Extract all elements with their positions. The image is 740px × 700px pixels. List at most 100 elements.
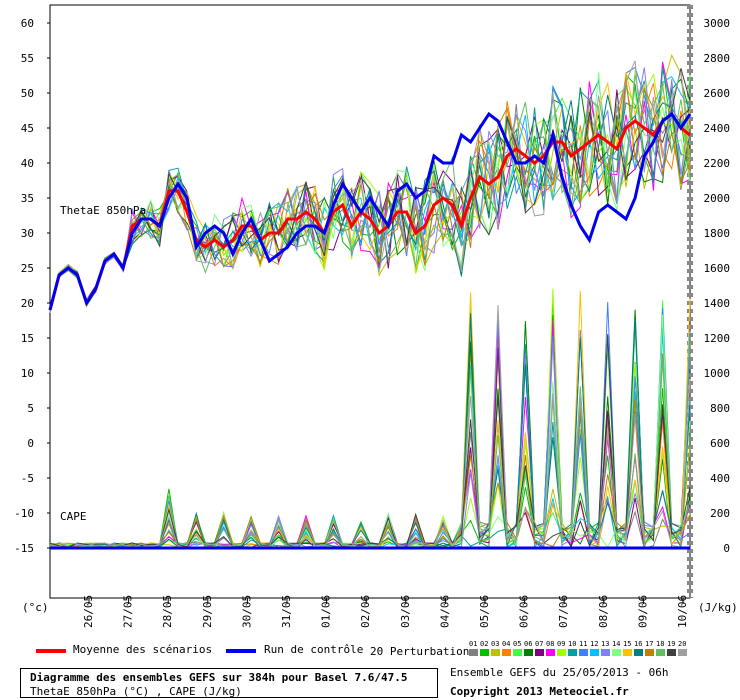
perturbation-color-swatch — [667, 649, 676, 656]
perturbation-number: 08 — [546, 640, 555, 648]
legend-mean-label: Moyenne des scénarios — [73, 643, 213, 656]
x-tick-label: 08/06 — [597, 595, 610, 628]
perturbation-number: 12 — [590, 640, 599, 648]
left-tick-label: -10 — [14, 507, 34, 520]
legend-perturbations-label: 20 Perturbations — [370, 645, 476, 658]
footer-title: Diagramme des ensembles GEFS sur 384h po… — [30, 671, 408, 684]
perturbation-color-swatch — [480, 649, 489, 656]
perturbation-color-swatch — [513, 649, 522, 656]
perturbation-thetae-line — [49, 78, 691, 313]
perturbation-number: 19 — [667, 640, 676, 648]
perturbation-number: 11 — [579, 640, 588, 648]
perturbation-number: 04 — [502, 640, 511, 648]
right-tick-label: 2800 — [704, 52, 731, 65]
perturbation-color-swatch — [546, 649, 555, 656]
perturbation-cape-line — [49, 334, 691, 549]
left-axis-unit: (°c) — [22, 601, 49, 614]
perturbation-color-swatch — [634, 649, 643, 656]
left-tick-label: -5 — [21, 472, 34, 485]
left-tick-label: 10 — [21, 367, 34, 380]
perturbation-number: 05 — [513, 640, 522, 648]
right-tick-label: 400 — [710, 472, 730, 485]
perturbation-color-swatch — [535, 649, 544, 656]
left-tick-label: 55 — [21, 52, 34, 65]
legend-control-label: Run de contrôle — [264, 643, 364, 656]
left-tick-label: 50 — [21, 87, 34, 100]
perturbation-color-swatch — [469, 649, 478, 656]
perturbation-color-swatch — [612, 649, 621, 656]
footer-run-info: Ensemble GEFS du 25/05/2013 - 06h — [450, 666, 669, 679]
perturbation-number: 06 — [524, 640, 533, 648]
x-tick-label: 07/06 — [557, 595, 570, 628]
right-tick-label: 0 — [723, 542, 730, 555]
left-tick-label: 0 — [27, 437, 34, 450]
perturbation-number: 16 — [634, 640, 643, 648]
x-tick-label: 06/06 — [518, 595, 531, 628]
perturbation-number: 01 — [469, 640, 478, 648]
x-tick-label: 04/06 — [438, 595, 451, 628]
left-tick-label: 15 — [21, 332, 34, 345]
right-tick-label: 800 — [710, 402, 730, 415]
right-tick-label: 2000 — [704, 192, 731, 205]
perturbation-color-swatch — [645, 649, 654, 656]
right-tick-label: 200 — [710, 507, 730, 520]
left-tick-label: 35 — [21, 192, 34, 205]
perturbation-number: 15 — [623, 640, 632, 648]
x-tick-label: 30/05 — [240, 595, 253, 628]
left-tick-label: 30 — [21, 227, 34, 240]
right-tick-label: 1800 — [704, 227, 731, 240]
left-tick-label: 40 — [21, 157, 34, 170]
perturbation-color-swatch — [678, 649, 687, 656]
perturbation-color-swatch — [557, 649, 566, 656]
left-tick-label: 25 — [21, 262, 34, 275]
perturbation-number: 10 — [568, 640, 577, 648]
perturbation-thetae-line — [49, 60, 691, 313]
legend-mean-swatch — [36, 649, 66, 653]
perturbation-color-swatch — [568, 649, 577, 656]
perturbation-color-swatch — [491, 649, 500, 656]
right-tick-label: 1000 — [704, 367, 731, 380]
perturbation-number: 09 — [557, 640, 566, 648]
left-tick-label: -15 — [14, 542, 34, 555]
perturbation-number: 17 — [645, 640, 654, 648]
footer-subtitle: ThetaE 850hPa (°C) , CAPE (J/kg) — [30, 685, 242, 698]
footer-copyright: Copyright 2013 Meteociel.fr — [450, 685, 629, 698]
main-series-lines — [48, 111, 692, 550]
x-tick-label: 27/05 — [122, 595, 135, 628]
right-tick-label: 2600 — [704, 87, 731, 100]
perturbation-color-swatch — [502, 649, 511, 656]
perturbation-thetae-line — [49, 61, 691, 307]
thetae-series-line — [48, 111, 692, 311]
x-tick-label: 05/06 — [478, 595, 491, 628]
right-tick-label: 2200 — [704, 157, 731, 170]
left-tick-label: 45 — [21, 122, 34, 135]
perturbation-color-swatch — [656, 649, 665, 656]
perturbation-number: 13 — [601, 640, 610, 648]
x-tick-label: 31/05 — [280, 595, 293, 628]
thetae-annotation: ThetaE 850hPa — [60, 204, 146, 217]
perturbation-lines — [49, 53, 691, 550]
legend-control-swatch — [226, 649, 256, 653]
right-tick-label: 3000 — [704, 17, 731, 30]
left-tick-label: 60 — [21, 17, 34, 30]
perturbation-number: 14 — [612, 640, 621, 648]
x-tick-label: 03/06 — [399, 595, 412, 628]
perturbation-color-swatch — [524, 649, 533, 656]
x-tick-label: 10/06 — [676, 595, 689, 628]
right-axis-unit: (J/kg) — [698, 601, 738, 614]
right-tick-label: 1400 — [704, 297, 731, 310]
x-tick-label: 02/06 — [359, 595, 372, 628]
right-tick-label: 1600 — [704, 262, 731, 275]
x-tick-label: 01/06 — [320, 595, 333, 628]
x-tick-label: 26/05 — [82, 595, 95, 628]
axis-ticks: 605550454035302520151050-5-10-1530002800… — [14, 17, 730, 628]
perturbation-color-swatch — [579, 649, 588, 656]
x-tick-label: 29/05 — [201, 595, 214, 628]
perturbation-number: 20 — [678, 640, 687, 648]
perturbation-color-swatch — [590, 649, 599, 656]
perturbation-number: 03 — [491, 640, 500, 648]
cape-annotation: CAPE — [60, 510, 87, 523]
left-tick-label: 20 — [21, 297, 34, 310]
x-tick-label: 09/06 — [636, 595, 649, 628]
